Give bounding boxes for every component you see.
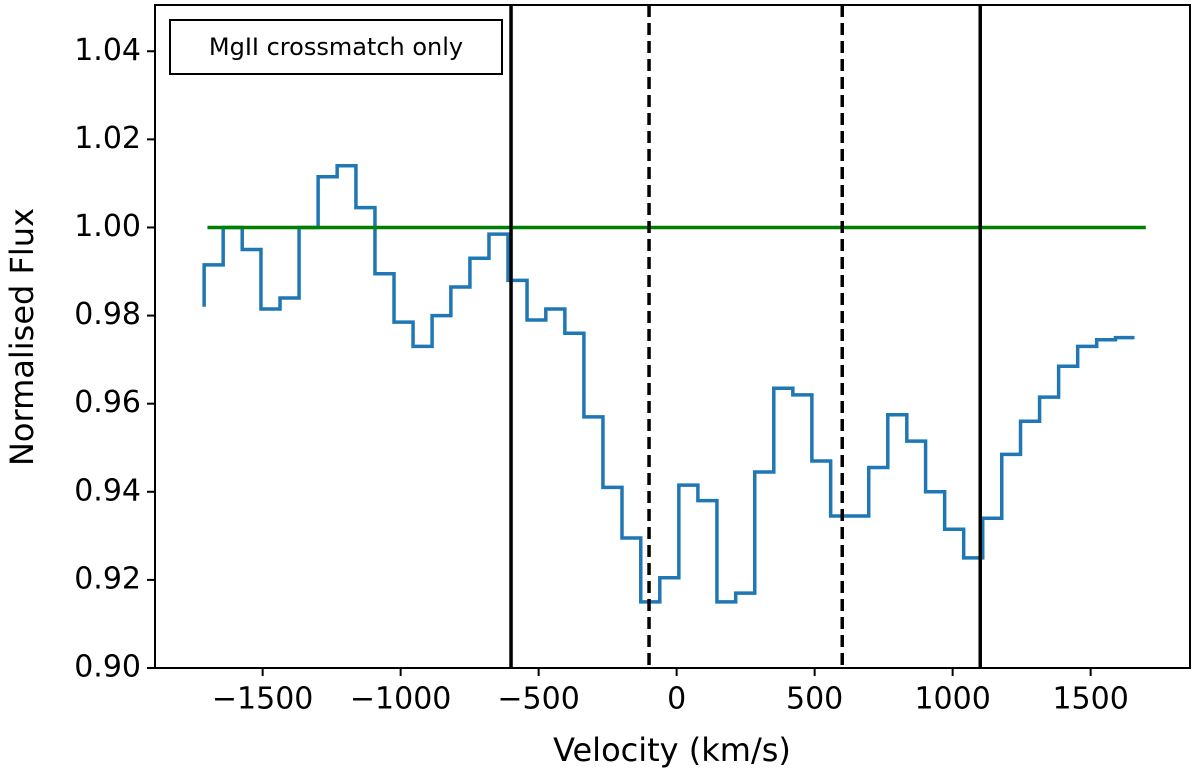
y-tick-label: 0.92 — [74, 561, 141, 596]
y-tick-label: 0.98 — [74, 297, 141, 332]
y-axis-label: Normalised Flux — [3, 208, 41, 466]
y-tick-label: 1.02 — [74, 121, 141, 156]
y-tick-label: 0.90 — [74, 650, 141, 685]
x-axis-label: Velocity (km/s) — [553, 731, 791, 769]
plot-frame — [154, 4, 1191, 669]
annotation-box — [169, 19, 503, 75]
y-tick-label: 0.96 — [74, 385, 141, 420]
x-tick-label: 0 — [667, 682, 686, 717]
data-line — [202, 164, 1135, 604]
y-tick-label: 1.04 — [74, 33, 141, 68]
y-tick-label: 1.00 — [74, 209, 141, 244]
x-tick-label: −1000 — [350, 682, 451, 717]
x-tick-label: 1000 — [914, 682, 990, 717]
x-tick-label: −500 — [497, 682, 579, 717]
x-tick-label: 500 — [786, 682, 843, 717]
x-tick-label: 1500 — [1052, 682, 1128, 717]
x-tick-label: −1500 — [212, 682, 313, 717]
y-tick-label: 0.94 — [74, 473, 141, 508]
annotation: MgII crossmatch only — [209, 33, 463, 61]
